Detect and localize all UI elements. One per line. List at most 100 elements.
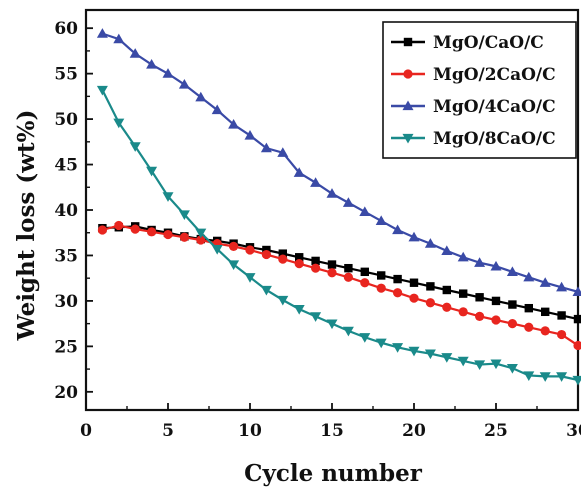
data-point bbox=[211, 104, 223, 115]
legend: MgO/CaO/C MgO/2CaO/C MgO/4CaO/C MgO/8CaO/C bbox=[382, 21, 577, 159]
data-point bbox=[228, 119, 240, 129]
data-point bbox=[572, 375, 581, 386]
y-tick-label: 30 bbox=[54, 292, 78, 312]
data-point bbox=[457, 356, 469, 367]
data-point bbox=[310, 312, 322, 322]
data-point bbox=[442, 285, 451, 295]
data-point bbox=[408, 346, 420, 357]
data-point bbox=[195, 228, 207, 239]
x-tick-label: 25 bbox=[484, 421, 508, 441]
data-point bbox=[507, 319, 517, 329]
data-point bbox=[523, 271, 535, 282]
data-point bbox=[375, 338, 387, 349]
data-point bbox=[376, 283, 386, 293]
data-point bbox=[425, 298, 435, 308]
data-point bbox=[195, 91, 207, 102]
data-point bbox=[441, 353, 453, 363]
y-tick-label: 45 bbox=[54, 156, 78, 176]
x-tick-label: 20 bbox=[402, 421, 426, 441]
data-point bbox=[344, 263, 353, 273]
legend-marker bbox=[402, 100, 414, 111]
data-point bbox=[424, 349, 436, 360]
data-point bbox=[146, 166, 158, 177]
legend-entry: MgO/2CaO/C bbox=[391, 65, 556, 85]
data-point bbox=[228, 260, 240, 271]
data-point bbox=[162, 192, 174, 202]
data-point bbox=[310, 177, 322, 187]
y-tick-label: 55 bbox=[54, 65, 78, 85]
legend-label: MgO/8CaO/C bbox=[433, 129, 556, 149]
data-point bbox=[360, 278, 370, 288]
data-point bbox=[508, 300, 517, 309]
data-point bbox=[129, 48, 141, 58]
y-axis-title: Weight loss (wt%) bbox=[13, 110, 40, 342]
data-point bbox=[408, 231, 420, 242]
data-point bbox=[163, 229, 173, 240]
data-point bbox=[459, 289, 468, 298]
data-point bbox=[490, 359, 502, 370]
legend-entry: MgO/CaO/C bbox=[391, 33, 544, 53]
y-tick-label: 35 bbox=[54, 246, 78, 266]
data-point bbox=[326, 188, 338, 198]
data-point bbox=[409, 278, 419, 287]
legend-box bbox=[382, 21, 577, 159]
data-point bbox=[342, 197, 354, 207]
data-point bbox=[557, 311, 566, 320]
data-point bbox=[375, 215, 387, 226]
data-point bbox=[342, 326, 354, 337]
data-point bbox=[539, 372, 551, 382]
data-point bbox=[359, 333, 371, 343]
y-tick-label: 20 bbox=[54, 383, 78, 403]
data-point bbox=[392, 224, 404, 235]
data-point bbox=[244, 129, 256, 140]
data-point bbox=[524, 322, 534, 332]
data-point bbox=[113, 33, 125, 44]
data-point bbox=[327, 260, 337, 269]
data-point bbox=[179, 232, 189, 242]
legend-label: MgO/2CaO/C bbox=[433, 65, 556, 85]
data-point bbox=[393, 288, 403, 298]
legend-entry: MgO/8CaO/C bbox=[391, 129, 556, 149]
series-line bbox=[102, 225, 579, 321]
data-point bbox=[442, 302, 452, 312]
x-tick-label: 0 bbox=[80, 421, 92, 441]
data-point bbox=[556, 281, 568, 292]
data-point bbox=[196, 235, 206, 245]
data-point bbox=[392, 343, 404, 353]
legend-marker bbox=[403, 69, 413, 79]
data-point bbox=[178, 210, 190, 221]
data-point bbox=[573, 314, 581, 324]
data-point bbox=[491, 315, 501, 325]
data-point bbox=[475, 311, 485, 321]
x-axis-title: Cycle number bbox=[244, 460, 423, 487]
data-point bbox=[277, 147, 289, 157]
legend-entry: MgO/4CaO/C bbox=[391, 97, 556, 117]
y-tick-label: 40 bbox=[54, 201, 78, 221]
series-4 bbox=[96, 85, 581, 386]
data-point bbox=[424, 238, 436, 248]
data-point bbox=[490, 260, 502, 271]
data-point bbox=[343, 272, 353, 282]
data-point bbox=[409, 293, 419, 303]
data-point bbox=[277, 295, 289, 306]
data-point bbox=[475, 293, 484, 302]
data-point bbox=[311, 263, 321, 273]
data-point bbox=[293, 304, 305, 315]
x-tick-label: 15 bbox=[320, 421, 344, 441]
data-point bbox=[260, 142, 272, 153]
data-point bbox=[260, 285, 272, 296]
series-3 bbox=[96, 28, 581, 296]
data-point bbox=[244, 273, 256, 283]
data-point bbox=[557, 329, 567, 340]
data-point bbox=[114, 220, 124, 231]
y-tick-label: 25 bbox=[54, 337, 78, 357]
data-point bbox=[229, 241, 239, 251]
data-point bbox=[458, 307, 468, 317]
data-point bbox=[97, 225, 107, 235]
data-point bbox=[146, 59, 158, 69]
data-point bbox=[261, 249, 271, 260]
data-point bbox=[113, 118, 125, 129]
data-point bbox=[393, 274, 402, 284]
axis-ticks: 0 5 10 15 20 25 30 20 25 30 35 40 45 50 55 60 bbox=[54, 19, 581, 441]
